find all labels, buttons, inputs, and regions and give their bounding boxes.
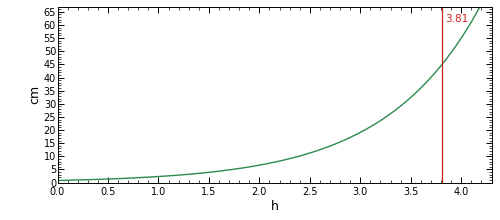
X-axis label: h: h: [270, 200, 278, 213]
Text: 3.81: 3.81: [445, 14, 468, 24]
Y-axis label: cm: cm: [28, 85, 41, 104]
